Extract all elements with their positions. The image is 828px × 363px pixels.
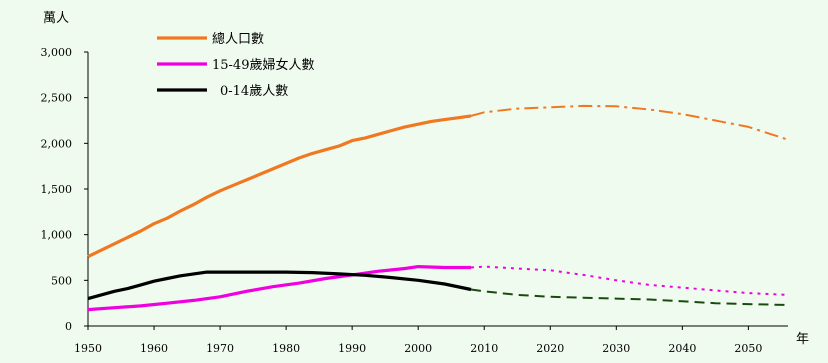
x-tick-label: 1990	[338, 342, 366, 355]
series-line-actual-2	[87, 270, 472, 301]
legend-label-2: 0-14歲人數	[220, 84, 288, 99]
y-tick-label: 500	[51, 274, 72, 287]
series-lines	[87, 104, 789, 312]
x-tick-label: 2010	[470, 342, 498, 355]
x-tick-label: 2040	[668, 342, 696, 355]
series-line-actual-0	[87, 114, 472, 259]
y-tick-label: 1,500	[41, 183, 73, 196]
x-tick-label: 1970	[206, 342, 234, 355]
tick-labels: 0 500 1,000 1,500 2,000 2,500 3,000 1950 1960 197…	[41, 46, 763, 355]
y-axis-unit-label: 萬人	[43, 11, 69, 26]
x-tick-label: 2030	[602, 342, 630, 355]
x-tick-label: 1960	[140, 342, 168, 355]
series-line-projection-1	[470, 265, 789, 296]
legend: 總人口數 15-49歲婦女人數 0-14歲人數	[157, 31, 314, 99]
x-tick-label: 2020	[536, 342, 564, 355]
x-axis-unit-label: 年	[796, 332, 809, 347]
series-line-projection-0	[470, 104, 789, 141]
legend-label-1: 15-49歲婦女人數	[212, 57, 314, 73]
series-line-actual-1	[87, 265, 471, 312]
x-tick-label: 2050	[734, 342, 762, 355]
y-tick-label: 0	[65, 320, 72, 333]
y-tick-label: 2,500	[41, 92, 73, 105]
legend-label-0: 總人口數	[212, 31, 264, 47]
x-tick-label: 1950	[74, 342, 102, 355]
y-tick-label: 2,000	[41, 137, 73, 150]
axes	[84, 51, 788, 330]
y-tick-label: 3,000	[41, 46, 73, 59]
y-tick-label: 1,000	[41, 229, 73, 242]
x-tick-label: 1980	[272, 342, 300, 355]
x-tick-label: 2000	[404, 342, 432, 355]
series-line-projection-2	[470, 288, 789, 306]
